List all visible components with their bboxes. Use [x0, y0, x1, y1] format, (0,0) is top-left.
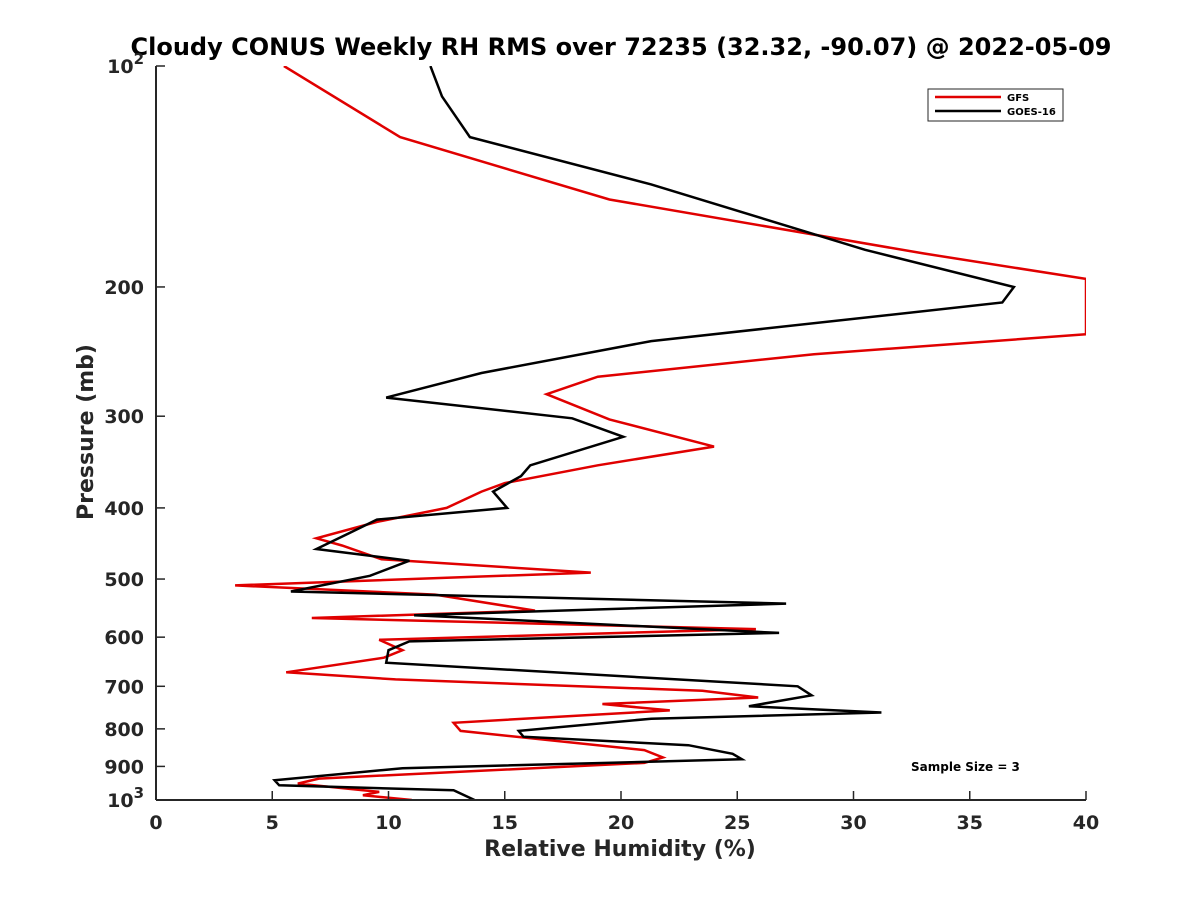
legend-label-gfs: GFS	[1007, 93, 1029, 104]
x-tick-label: 20	[608, 812, 634, 834]
x-tick-label: 10	[375, 812, 401, 834]
sample-size-annotation: Sample Size = 3	[911, 760, 1020, 774]
x-tick-label: 40	[1073, 812, 1099, 834]
y-tick-label: 300	[104, 406, 144, 428]
y-tick-label: 600	[104, 627, 144, 649]
y-tick-label: 900	[104, 756, 144, 778]
x-axis-ticks: 0 5 10 15 20 25 30 35 40	[149, 791, 1099, 834]
plot-area: 0 5 10 15 20 25 30 35 40 102 200 300 400 500 600 700 80…	[104, 50, 1099, 834]
x-tick-label: 30	[840, 812, 866, 834]
y-axis-ticks: 102 200 300 400 500 600 700 800 900 103	[104, 50, 165, 812]
x-tick-label: 5	[266, 812, 279, 834]
y-tick-label: 200	[104, 277, 144, 299]
y-tick-label: 700	[104, 676, 144, 698]
plot-background	[156, 66, 1086, 800]
x-axis-label: Relative Humidity (%)	[484, 837, 756, 862]
series-line-gfs	[235, 66, 1086, 800]
x-tick-label: 35	[957, 812, 983, 834]
x-tick-label: 15	[492, 812, 518, 834]
y-tick-label: 103	[107, 784, 144, 812]
y-axis-label: Pressure (mb)	[74, 344, 99, 520]
legend-box	[927, 88, 1064, 122]
y-tick-label: 800	[104, 719, 144, 741]
y-tick-label: 400	[104, 498, 144, 520]
x-tick-label: 0	[149, 812, 162, 834]
y-tick-label: 500	[104, 569, 144, 591]
y-tick-label: 102	[107, 50, 144, 78]
legend-label-goes16: GOES-16	[1007, 107, 1056, 118]
x-tick-label: 25	[724, 812, 750, 834]
series-layer	[235, 66, 1086, 800]
chart-title: Cloudy CONUS Weekly RH RMS over 72235 (3…	[131, 33, 1112, 61]
legend: GFS GOES-16	[927, 88, 1064, 122]
series-line-goes-16	[271, 66, 1017, 800]
